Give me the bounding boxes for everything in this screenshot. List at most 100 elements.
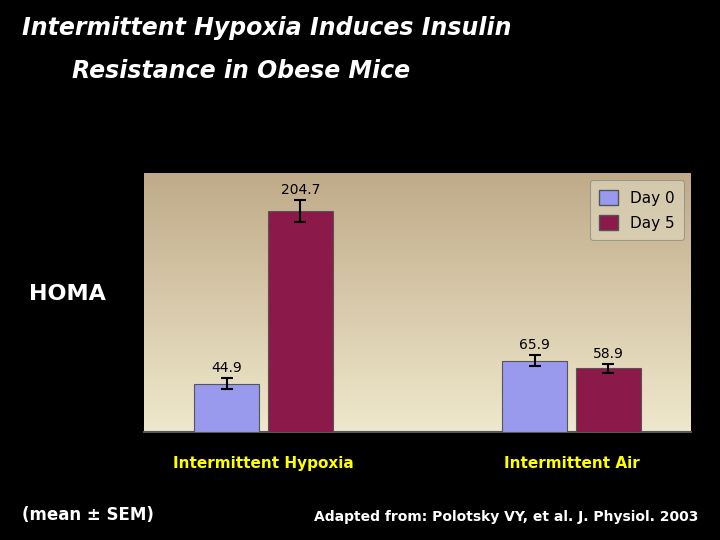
Bar <box>144 305 691 306</box>
Bar <box>144 426 691 427</box>
Bar <box>144 260 691 261</box>
Bar <box>144 405 691 406</box>
Bar <box>144 410 691 411</box>
Bar <box>144 205 691 206</box>
Bar <box>144 368 691 370</box>
Bar <box>144 271 691 273</box>
Text: Intermittent Air: Intermittent Air <box>503 456 639 471</box>
Bar <box>503 361 567 432</box>
Bar <box>144 328 691 329</box>
Bar <box>144 390 691 392</box>
Bar <box>144 377 691 379</box>
Bar <box>144 226 691 227</box>
Bar <box>144 244 691 245</box>
Bar <box>144 240 691 241</box>
Bar <box>144 383 691 384</box>
Bar <box>144 342 691 344</box>
Bar <box>144 419 691 420</box>
Bar <box>144 364 691 366</box>
Bar <box>144 176 691 177</box>
Bar <box>144 286 691 287</box>
Bar <box>144 416 691 418</box>
Bar <box>144 301 691 302</box>
Bar <box>144 273 691 274</box>
Bar <box>144 361 691 362</box>
Bar <box>144 388 691 389</box>
Bar <box>144 347 691 348</box>
Bar <box>144 376 691 377</box>
Bar <box>144 329 691 331</box>
Bar <box>144 422 691 423</box>
Bar <box>144 214 691 215</box>
Bar <box>144 303 691 305</box>
Bar <box>144 195 691 196</box>
Bar <box>144 309 691 310</box>
Bar <box>144 206 691 208</box>
Bar <box>144 256 691 257</box>
Bar <box>144 249 691 251</box>
Bar <box>144 406 691 407</box>
Bar <box>144 370 691 371</box>
Bar <box>144 402 691 403</box>
Bar <box>144 280 691 282</box>
Bar <box>144 179 691 180</box>
Bar <box>144 349 691 350</box>
Bar <box>144 397 691 399</box>
Bar <box>144 262 691 264</box>
Bar <box>144 276 691 278</box>
Bar <box>144 381 691 383</box>
Bar <box>144 302 691 303</box>
Bar <box>144 217 691 218</box>
Text: (mean ± SEM): (mean ± SEM) <box>22 506 153 524</box>
Bar <box>144 341 691 342</box>
Bar <box>144 409 691 410</box>
Text: 204.7: 204.7 <box>281 183 320 197</box>
Bar <box>144 427 691 428</box>
Bar <box>144 403 691 405</box>
Bar <box>144 362 691 363</box>
Bar <box>144 198 691 199</box>
Bar <box>144 399 691 400</box>
Bar <box>144 288 691 289</box>
Bar <box>144 387 691 388</box>
Bar <box>144 312 691 313</box>
Bar <box>144 257 691 258</box>
Bar <box>144 228 691 230</box>
Bar <box>144 363 691 364</box>
Bar <box>144 332 691 334</box>
Text: 65.9: 65.9 <box>519 338 550 352</box>
Bar <box>144 371 691 373</box>
Bar <box>144 248 691 249</box>
Bar <box>144 209 691 211</box>
Bar <box>144 326 691 327</box>
Bar <box>144 306 691 308</box>
Bar <box>144 215 691 217</box>
Bar <box>144 360 691 361</box>
Bar <box>144 308 691 309</box>
Bar <box>144 384 691 386</box>
Bar <box>144 235 691 237</box>
Text: HOMA: HOMA <box>29 284 106 305</box>
Bar <box>144 386 691 387</box>
Bar <box>144 241 691 243</box>
Bar <box>144 357 691 358</box>
Bar <box>144 292 691 293</box>
Bar <box>268 211 333 432</box>
Bar <box>144 413 691 414</box>
Bar <box>144 344 691 345</box>
Bar <box>144 354 691 355</box>
Bar <box>144 282 691 283</box>
Bar <box>144 230 691 231</box>
Bar <box>144 182 691 183</box>
Bar <box>144 232 691 234</box>
Bar <box>144 193 691 195</box>
Bar <box>144 264 691 265</box>
Bar <box>144 327 691 328</box>
Bar <box>144 340 691 341</box>
Bar <box>144 219 691 221</box>
Bar <box>144 218 691 219</box>
Bar <box>144 407 691 409</box>
Bar <box>144 199 691 200</box>
Bar <box>144 231 691 232</box>
Bar <box>576 368 641 432</box>
